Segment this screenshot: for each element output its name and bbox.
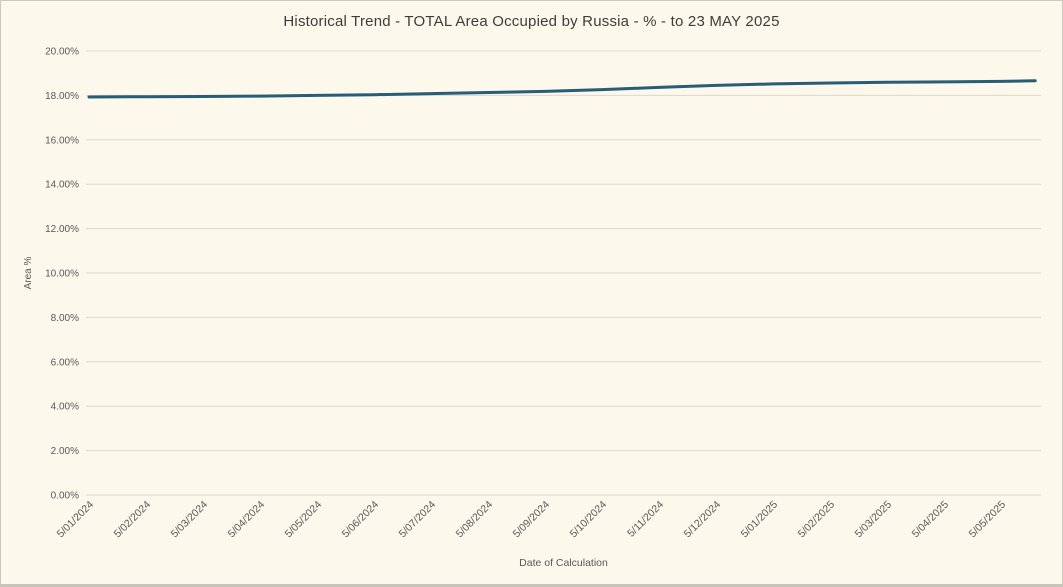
- x-tick-label: 5/03/2025: [853, 499, 895, 541]
- x-tick-label: 5/04/2025: [910, 499, 952, 541]
- x-tick-label: 5/02/2025: [796, 499, 838, 541]
- x-tick-label: 5/05/2025: [967, 499, 1009, 541]
- x-tick-label: 5/10/2024: [568, 499, 610, 541]
- y-tick-label: 16.00%: [45, 135, 79, 146]
- x-tick-label: 5/09/2024: [511, 499, 553, 541]
- x-tick-label: 5/01/2025: [739, 499, 781, 541]
- y-tick-label: 4.00%: [51, 402, 79, 413]
- chart-title: Historical Trend - TOTAL Area Occupied b…: [283, 13, 780, 30]
- x-tick-label: 5/05/2024: [283, 499, 325, 541]
- x-tick-label: 5/08/2024: [454, 499, 496, 541]
- y-tick-label: 6.00%: [51, 357, 79, 368]
- y-tick-label: 18.00%: [45, 91, 79, 102]
- y-tick-label: 10.00%: [45, 269, 79, 280]
- x-tick-label: 5/03/2024: [169, 499, 211, 541]
- x-tick-label: 5/06/2024: [340, 499, 382, 541]
- x-tick-label: 5/11/2024: [625, 499, 666, 540]
- x-tick-label: 5/07/2024: [397, 499, 439, 541]
- y-tick-label: 14.00%: [45, 180, 79, 191]
- trend-line: [87, 79, 1037, 99]
- y-tick-label: 20.00%: [45, 47, 79, 58]
- y-tick-label: 8.00%: [51, 313, 79, 324]
- y-tick-label: 2.00%: [51, 446, 79, 457]
- x-tick-label: 5/01/2024: [55, 499, 97, 541]
- x-axis-title: Date of Calculation: [519, 557, 608, 569]
- x-tick-label: 5/02/2024: [112, 499, 154, 541]
- y-axis-title: Area %: [23, 256, 34, 289]
- y-tick-label: 0.00%: [51, 491, 79, 502]
- y-tick-label: 12.00%: [45, 224, 79, 235]
- x-tick-label: 5/12/2024: [682, 499, 724, 541]
- x-tick-label: 5/04/2024: [226, 499, 268, 541]
